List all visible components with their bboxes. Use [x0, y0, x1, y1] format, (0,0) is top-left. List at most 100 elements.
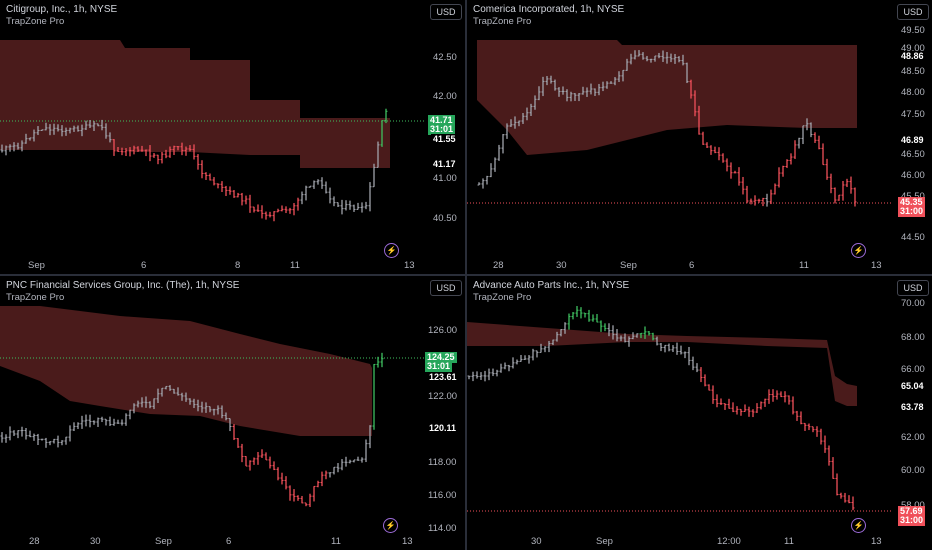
ohlc-bar — [384, 108, 388, 124]
currency-button[interactable]: USD — [430, 280, 462, 296]
ohlc-bar — [152, 398, 156, 410]
ohlc-bar — [581, 86, 585, 95]
pane-divider-horizontal[interactable] — [0, 274, 932, 276]
ohlc-bar — [671, 345, 675, 352]
ohlc-bar — [813, 132, 817, 143]
x-tick: 6 — [141, 260, 147, 271]
ohlc-bar — [663, 344, 667, 353]
chart-panel-comerica[interactable]: Comerica Incorporated, 1h, NYSE TrapZone… — [467, 0, 932, 274]
ohlc-bar — [717, 147, 721, 161]
bolt-icon[interactable]: ⚡ — [851, 243, 866, 258]
ohlc-bar — [24, 133, 28, 144]
ohlc-bar — [68, 127, 72, 134]
ohlc-bar — [328, 187, 332, 204]
ohlc-bar — [132, 403, 136, 414]
ohlc-bar — [773, 183, 777, 195]
ohlc-bar — [56, 124, 60, 132]
ohlc-bar — [76, 422, 80, 429]
ohlc-bar — [559, 329, 563, 337]
last-price-label: 45.35 — [898, 197, 925, 208]
chart-panel-advance-auto-parts[interactable]: Advance Auto Parts Inc., 1h, NYSE TrapZo… — [467, 276, 932, 550]
price-chart[interactable] — [0, 276, 465, 550]
ohlc-bar — [312, 485, 316, 502]
x-tick: 6 — [226, 536, 232, 547]
chart-panel-citigroup[interactable]: Citigroup, Inc., 1h, NYSE TrapZone Pro U… — [0, 0, 465, 274]
ohlc-bar — [156, 388, 160, 404]
ohlc-bar — [196, 399, 200, 412]
ohlc-bar — [172, 388, 176, 394]
ohlc-bar — [517, 120, 521, 127]
zone-top-label: 65.04 — [899, 381, 926, 392]
ohlc-bar — [244, 195, 248, 205]
ohlc-bar — [823, 435, 827, 453]
ohlc-bar — [667, 343, 671, 352]
ohlc-bar — [713, 146, 717, 154]
ohlc-bar — [501, 134, 505, 154]
symbol-title[interactable]: PNC Financial Services Group, Inc. (The)… — [6, 280, 240, 291]
symbol-title[interactable]: Comerica Incorporated, 1h, NYSE — [473, 4, 625, 15]
indicator-name[interactable]: TrapZone Pro — [473, 16, 532, 27]
ohlc-bar — [140, 397, 144, 408]
ohlc-bar — [280, 472, 284, 485]
y-tick: 116.00 — [428, 490, 457, 501]
ohlc-bar — [809, 122, 813, 138]
ohlc-bar — [324, 470, 328, 480]
bolt-icon[interactable]: ⚡ — [851, 518, 866, 533]
symbol-title[interactable]: Citigroup, Inc., 1h, NYSE — [6, 4, 118, 15]
ohlc-bar — [511, 357, 515, 369]
ohlc-bar — [539, 343, 543, 353]
ohlc-bar — [781, 165, 785, 177]
y-tick: 70.00 — [901, 298, 925, 309]
ohlc-bar — [585, 87, 589, 97]
ohlc-bar — [653, 55, 657, 62]
currency-button[interactable]: USD — [430, 4, 462, 20]
indicator-name[interactable]: TrapZone Pro — [473, 292, 532, 303]
y-tick: 49.50 — [901, 25, 925, 36]
ohlc-bar — [160, 387, 164, 397]
ohlc-bar — [669, 53, 673, 63]
ohlc-bar — [493, 157, 497, 172]
bolt-icon[interactable]: ⚡ — [384, 243, 399, 258]
ohlc-bar — [633, 50, 637, 60]
indicator-name[interactable]: TrapZone Pro — [6, 16, 65, 27]
ohlc-bar — [128, 147, 132, 157]
trap-zone-band — [467, 322, 857, 406]
ohlc-bar — [236, 192, 240, 198]
ohlc-bar — [551, 339, 555, 346]
price-chart[interactable] — [0, 0, 465, 274]
ohlc-bar — [36, 433, 40, 446]
bolt-icon[interactable]: ⚡ — [383, 518, 398, 533]
ohlc-bar — [112, 139, 116, 156]
ohlc-bar — [120, 419, 124, 426]
ohlc-bar — [541, 76, 545, 97]
ohlc-bar — [64, 127, 68, 136]
price-chart[interactable] — [467, 276, 932, 550]
ohlc-bar — [52, 123, 56, 135]
ohlc-bar — [711, 385, 715, 404]
ohlc-bar — [92, 121, 96, 131]
ohlc-bar — [685, 62, 689, 84]
ohlc-bar — [721, 153, 725, 163]
currency-button[interactable]: USD — [897, 4, 929, 20]
ohlc-bar — [124, 413, 128, 426]
ohlc-bar — [755, 403, 759, 413]
ohlc-bar — [779, 391, 783, 398]
ohlc-bar — [507, 364, 511, 372]
ohlc-bar — [715, 394, 719, 408]
symbol-title[interactable]: Advance Auto Parts Inc., 1h, NYSE — [473, 280, 630, 291]
currency-button[interactable]: USD — [897, 280, 929, 296]
indicator-name[interactable]: TrapZone Pro — [6, 292, 65, 303]
y-tick: 114.00 — [428, 523, 457, 534]
y-tick: 48.00 — [901, 87, 925, 98]
ohlc-bar — [48, 441, 52, 446]
price-chart[interactable] — [467, 0, 932, 274]
ohlc-bar — [248, 194, 252, 213]
ohlc-bar — [497, 144, 501, 161]
ohlc-bar — [489, 163, 493, 178]
zone-top-label: 41.55 — [431, 134, 458, 145]
chart-panel-pnc[interactable]: PNC Financial Services Group, Inc. (The)… — [0, 276, 465, 550]
ohlc-bar — [657, 52, 661, 59]
ohlc-bar — [831, 457, 835, 479]
ohlc-bar — [316, 480, 320, 488]
ohlc-bar — [545, 76, 549, 86]
